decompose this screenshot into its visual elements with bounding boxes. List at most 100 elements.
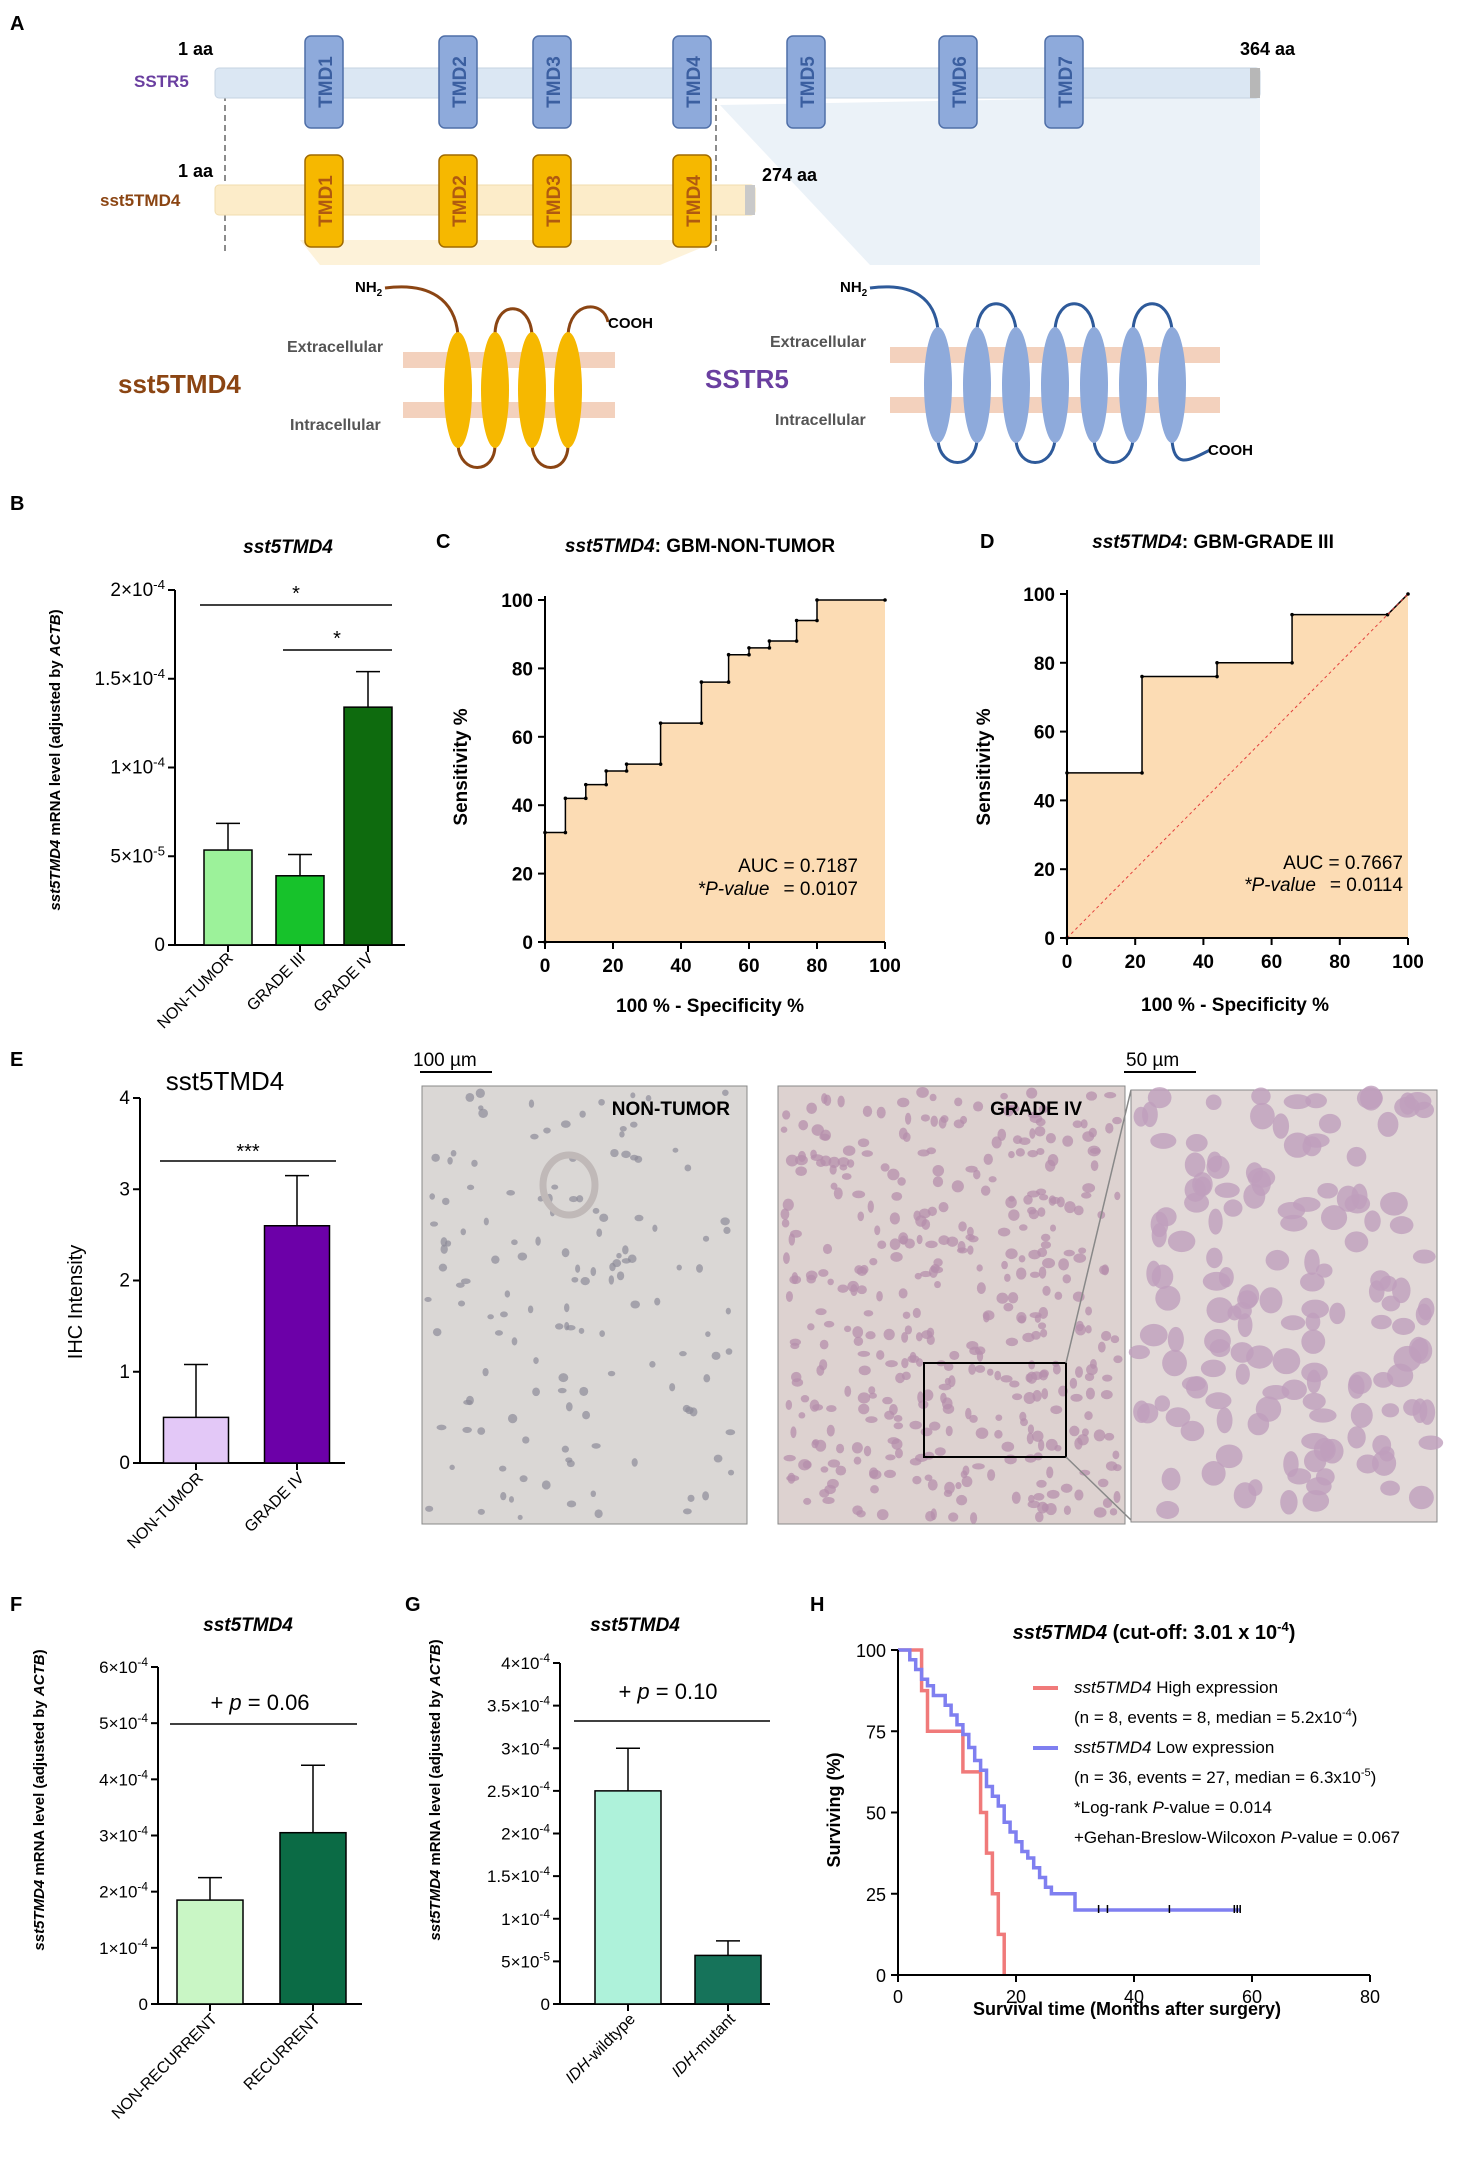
roc-point xyxy=(726,652,731,657)
ihc-cell xyxy=(535,1236,541,1246)
ihc-cell xyxy=(555,1323,564,1330)
roc-point xyxy=(624,769,629,773)
ihc-cell xyxy=(930,1115,938,1127)
sst5tmd4-tmd-label-2: TMD2 xyxy=(450,175,471,227)
ihc-cell xyxy=(1248,1479,1263,1496)
sstr5-tmd-label-6: TMD6 xyxy=(950,56,971,108)
ihc-cell xyxy=(780,1208,790,1220)
ihc-cell xyxy=(679,1351,687,1357)
ihc-cell xyxy=(1045,1132,1056,1144)
roc-point xyxy=(883,598,887,602)
ihc-cell xyxy=(789,1338,802,1346)
ihc-cell xyxy=(551,1184,559,1190)
ihc-cell xyxy=(616,1271,625,1281)
x-tick-label: 40 xyxy=(1124,1987,1144,2007)
ihc-cell xyxy=(833,1187,843,1200)
ihc-cell xyxy=(1088,1127,1097,1138)
ihc-cell xyxy=(795,1166,807,1176)
ihc-cell xyxy=(466,1184,475,1191)
ihc-cell xyxy=(1016,1312,1027,1324)
sst5tmd4-tmd-group: TMD1 TMD2 TMD3 TMD4 xyxy=(304,154,712,248)
ihc-cell xyxy=(1392,1277,1411,1304)
y-tick-label: 1×10-4 xyxy=(110,755,165,779)
panel-c: sst5TMD4: GBM-NON-TUMOR Sensitivity % 10… xyxy=(451,536,901,1017)
ihc-cell xyxy=(1104,1092,1117,1099)
y-tick-label: 1×10-4 xyxy=(501,1907,550,1929)
x-category-label: GRADE III xyxy=(244,950,309,1015)
ihc-cell xyxy=(676,1264,682,1271)
ihc-cell xyxy=(449,1464,455,1470)
ihc-cell xyxy=(622,1245,629,1255)
nh2-left: NH2 xyxy=(355,279,383,299)
ihc-cell xyxy=(465,1395,474,1406)
panel-b-title: sst5TMD4 xyxy=(243,537,333,558)
x-category-label: IDH-mutant xyxy=(669,2010,739,2080)
ihc-cell xyxy=(1318,1113,1342,1134)
ihc-cell xyxy=(960,1470,968,1479)
bar-chart-f: 0 1×10-4 2×10-4 3×10-4 4×10-4 5×10-4 6×10-4 NON… xyxy=(99,1655,362,2123)
ihc-cell xyxy=(432,1328,442,1337)
ihc-cell xyxy=(727,1469,735,1476)
pval-text-g: + p = 0.10 xyxy=(618,1679,717,1704)
sstr5-chain xyxy=(869,285,1211,464)
ihc-cell xyxy=(1087,1145,1101,1157)
ihc-cell xyxy=(500,1492,507,1501)
ihc-cell xyxy=(1380,1480,1400,1496)
ihc-cell xyxy=(1033,1492,1045,1501)
ihc-cell xyxy=(1054,1291,1063,1300)
ihc-cell xyxy=(893,1422,904,1430)
ihc-cell xyxy=(652,1224,658,1232)
ihc-cell xyxy=(1109,1508,1118,1516)
ihc-cell xyxy=(1202,1271,1231,1291)
ihc-cell xyxy=(996,1292,1009,1304)
ihc-cell xyxy=(1036,1479,1047,1488)
sst5tmd4-helix-3 xyxy=(518,332,546,448)
ihc-cell xyxy=(921,1330,933,1340)
ihc-cell xyxy=(1027,1500,1041,1509)
ihc-cell xyxy=(858,1365,871,1376)
bar-chart-g: 0 5×10-5 1×10-4 1.5×10-4 2×10-4 2.5×10-4 3×10-… xyxy=(487,1651,770,2087)
ihc-cell xyxy=(590,1267,597,1277)
ihc-cells-zoom xyxy=(1128,1085,1444,1519)
ihc-cell xyxy=(912,1307,921,1319)
ihc-cell xyxy=(1317,1182,1339,1199)
ihc-cell xyxy=(682,1508,692,1515)
ihc-cell xyxy=(1356,1454,1379,1474)
ihc-cell xyxy=(1069,1377,1078,1389)
ihc-cell xyxy=(1155,1285,1181,1311)
ihc-cell xyxy=(861,1150,873,1157)
panel-c-title: sst5TMD4: GBM-NON-TUMOR xyxy=(565,536,835,557)
ihc-cell xyxy=(995,1414,1003,1422)
ihc-cell xyxy=(1281,1379,1307,1400)
ihc-cell xyxy=(1009,1380,1020,1388)
panel-g-ylabel: sst5TMD4 mRNA level (adjusted by ACTB) xyxy=(427,1639,444,1940)
ihc-cell xyxy=(1151,1223,1167,1248)
ihc-cell xyxy=(1230,1342,1254,1363)
y-tick-label: 4×10-4 xyxy=(501,1651,550,1673)
x-tick-label: 0 xyxy=(540,956,551,977)
ihc-cell xyxy=(1209,1339,1231,1358)
ihc-cell xyxy=(868,1392,877,1399)
ihc-image-nontumor xyxy=(421,1085,748,1525)
ihc-cell xyxy=(920,1270,932,1278)
sst5tmd4-tmd-label-1: TMD1 xyxy=(316,175,337,227)
y-tick-label: 2.5×10-4 xyxy=(487,1779,550,1801)
panel-letter-f: F xyxy=(10,1594,22,1616)
panel-b: sst5TMD4 sst5TMD4 mRNA level (adjusted b… xyxy=(47,537,405,1032)
ihc-cell xyxy=(891,1438,903,1450)
x-tick-label: 20 xyxy=(1125,952,1146,973)
sstr5-helix-5 xyxy=(1080,327,1108,443)
ihc-cell xyxy=(1280,1214,1308,1232)
ihc-cell xyxy=(1041,1388,1049,1400)
y-tick-label: 25 xyxy=(866,1885,886,1905)
ihc-cell xyxy=(1302,1392,1326,1410)
ihc-cell xyxy=(927,1206,937,1217)
ihc-cell xyxy=(477,1508,485,1515)
ihc-cell xyxy=(1356,1087,1383,1110)
ihc-cell xyxy=(816,1365,825,1376)
ihc-cell xyxy=(507,1413,518,1424)
ihc-cell xyxy=(815,1308,827,1316)
y-tick-label: 4 xyxy=(119,1088,130,1109)
ihc-cell xyxy=(916,1234,923,1245)
